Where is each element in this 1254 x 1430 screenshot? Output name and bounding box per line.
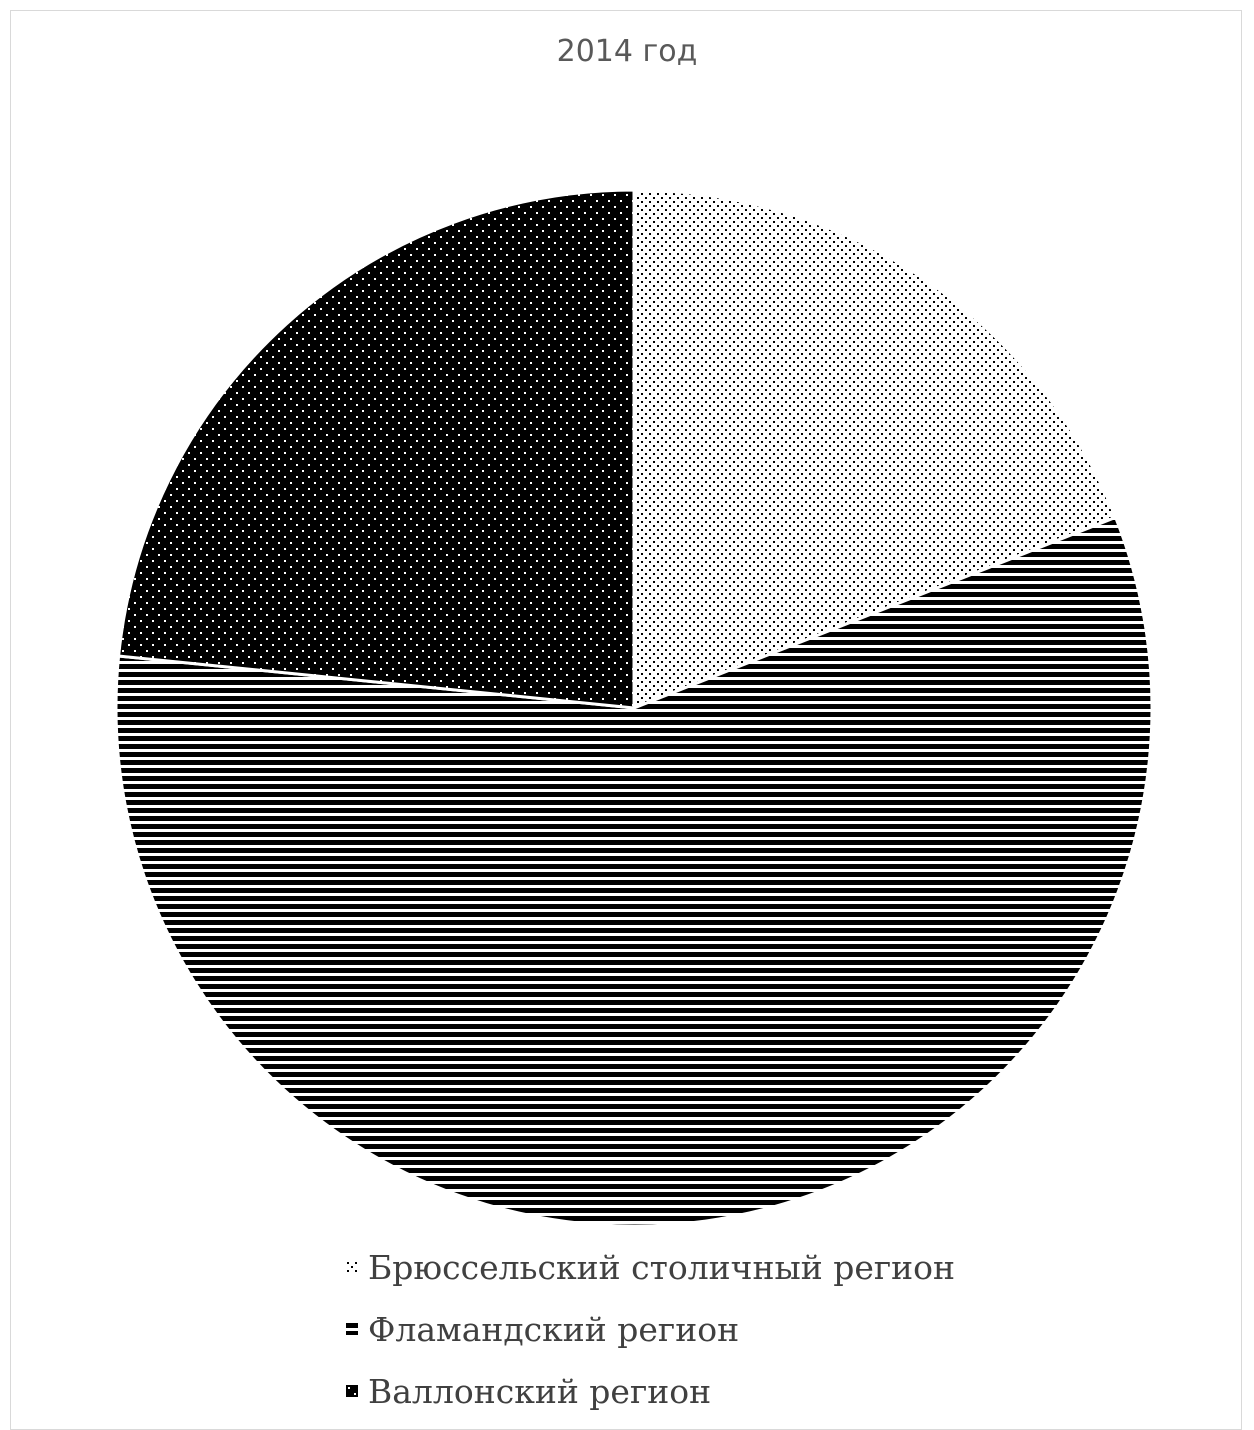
chart-title: 2014 год <box>556 34 698 69</box>
legend-swatch-stripes-icon <box>346 1323 358 1335</box>
legend-label: Брюссельский столичный регион <box>368 1247 956 1287</box>
legend-label: Фламандский регион <box>368 1309 740 1349</box>
legend-swatch-dark-dots-icon <box>346 1385 358 1397</box>
legend-item-wallonia: Валлонский регион <box>346 1360 955 1422</box>
legend-swatch-light-dots-icon <box>346 1261 358 1273</box>
legend-label: Валлонский регион <box>368 1371 712 1411</box>
pie-slice-flanders <box>114 515 1154 1228</box>
chart-legend: Брюссельский столичный регион Фламандски… <box>346 1236 955 1422</box>
legend-item-flanders: Фламандский регион <box>346 1298 955 1360</box>
legend-item-brussels: Брюссельский столичный регион <box>346 1236 955 1298</box>
pie-slice-wallonia <box>116 188 636 710</box>
pie-slice-brussels <box>632 188 1118 711</box>
